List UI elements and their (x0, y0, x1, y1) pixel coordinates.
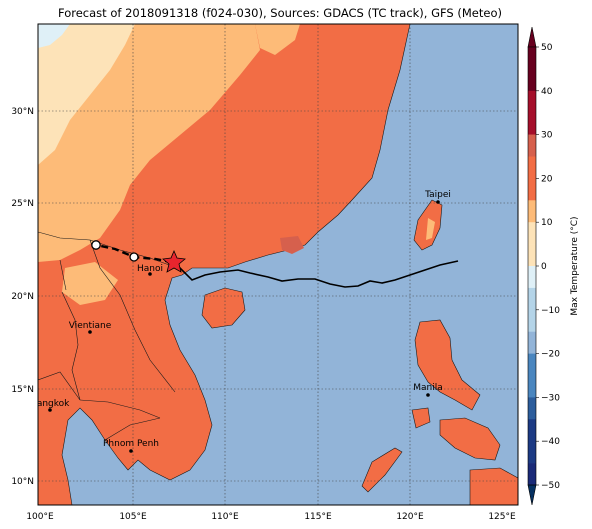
colorbar-band (528, 397, 536, 420)
city-dots (48, 200, 440, 453)
colorbar-tick-label: 50 (541, 43, 553, 53)
colorbar-tick-label: 40 (541, 87, 553, 97)
colorbar-band (528, 90, 536, 113)
colorbar-band (528, 266, 536, 289)
colorbar-tick-label: −30 (541, 393, 560, 403)
colorbar-band (528, 309, 536, 332)
region-warm-north (255, 24, 300, 55)
x-tick-label: 120°E (396, 512, 424, 522)
mindoro-island (411, 407, 431, 429)
y-axis: 30°N 25°N 20°N 15°N 10°N (11, 107, 34, 487)
colorbar-tick-label: −10 (541, 306, 560, 316)
map-frame (37, 23, 519, 506)
colorbar-bottom-arrow (527, 484, 537, 506)
city-label-hanoi: Hanoi (137, 264, 163, 274)
map-canvas: Taipei Hanoi Vientiane Manila Bangkok Ph… (31, 24, 518, 505)
colorbar-top-arrow (527, 26, 537, 48)
x-tick-label: 125°E (488, 512, 516, 522)
colorbar-tick-label: −50 (541, 481, 560, 491)
colorbar-band (528, 200, 536, 223)
city-label-manila: Manila (413, 383, 443, 393)
tc-forecast-track (171, 260, 459, 288)
city-label-vientiane: Vientiane (69, 321, 112, 331)
colorbar-band (528, 287, 536, 311)
city-label-phnom-penh: Phnom Penh (103, 439, 159, 449)
luzon-island (414, 319, 481, 411)
x-tick-label: 100°E (26, 512, 54, 522)
tc-position-marker-1 (129, 252, 139, 262)
colorbar-band (528, 112, 536, 135)
map-title: Forecast of 2018091318 (f024-030), Sourc… (58, 6, 502, 20)
x-axis: 100°E 105°E 110°E 115°E 120°E 125°E (26, 512, 516, 522)
x-tick-label: 110°E (211, 512, 239, 522)
x-tick-label: 115°E (304, 512, 332, 522)
colorbar-tick-label: 0 (541, 262, 547, 272)
mindanao-island (469, 467, 518, 505)
y-tick-label: 10°N (11, 477, 34, 487)
city-label-taipei: Taipei (424, 190, 451, 200)
city-label-bangkok: Bangkok (31, 399, 71, 409)
colorbar-band (528, 134, 536, 157)
y-tick-label: 25°N (11, 199, 34, 209)
tc-current-star (162, 249, 186, 273)
colorbar: 50 40 30 20 10 0 −10 −20 −30 −40 −50 Max Temperatu… (527, 26, 580, 506)
colorbar-ticks: 50 40 30 20 10 0 −10 −20 −30 −40 −50 (536, 43, 560, 491)
colorbar-tick-label: 10 (541, 218, 553, 228)
colorbar-tick-label: −20 (541, 350, 560, 360)
colorbar-band (528, 222, 536, 245)
colorbar-band (528, 353, 536, 376)
colorbar-band (528, 178, 536, 201)
y-tick-label: 30°N (11, 107, 34, 117)
y-tick-label: 20°N (11, 292, 34, 302)
colorbar-band (528, 47, 536, 70)
colorbar-band (528, 375, 536, 398)
colorbar-bands (528, 47, 536, 486)
country-borders (38, 231, 176, 441)
colorbar-tick-label: 30 (541, 131, 553, 141)
y-tick-label: 15°N (11, 385, 34, 395)
colorbar-band (528, 331, 536, 354)
colorbar-label: Max Temperature (°C) (570, 216, 580, 315)
region-cold-peak (38, 24, 70, 48)
region-hot-guangdong (280, 236, 304, 254)
taiwan-highland (426, 218, 435, 240)
colorbar-band (528, 156, 536, 179)
hainan-island (201, 287, 246, 329)
colorbar-band (528, 419, 536, 442)
tc-position-marker-2 (91, 240, 101, 250)
region-mild-plateau (38, 24, 135, 165)
colorbar-band (528, 441, 536, 464)
region-warm-yunnan (62, 262, 118, 305)
colorbar-band (528, 463, 536, 486)
colorbar-band (528, 244, 536, 267)
colorbar-tick-label: 20 (541, 174, 553, 184)
x-tick-label: 105°E (119, 512, 147, 522)
colorbar-tick-label: −40 (541, 437, 560, 447)
visayas-islands (439, 417, 501, 461)
colorbar-band (528, 68, 536, 92)
